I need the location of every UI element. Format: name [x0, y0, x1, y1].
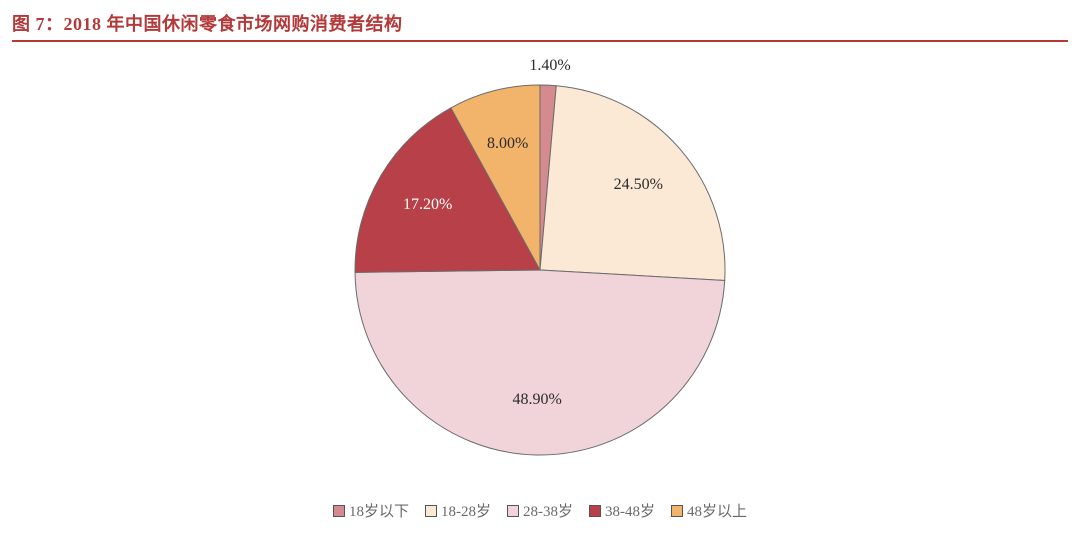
- legend-swatch: [333, 505, 345, 517]
- legend-swatch: [507, 505, 519, 517]
- pie-slice-label: 8.00%: [487, 135, 528, 153]
- legend-swatch: [589, 505, 601, 517]
- legend-swatch: [425, 505, 437, 517]
- legend-label: 28-38岁: [523, 500, 573, 521]
- legend-item: 18-28岁: [425, 500, 491, 521]
- figure: 图 7：2018 年中国休闲零食市场网购消费者结构 1.40% 24.50% 48.…: [0, 0, 1080, 537]
- legend-item: 48岁以上: [671, 500, 747, 521]
- figure-title: 图 7：2018 年中国休闲零食市场网购消费者结构: [12, 10, 403, 36]
- title-bar: 图 7：2018 年中国休闲零食市场网购消费者结构: [12, 6, 1068, 42]
- pie-chart: 1.40% 24.50% 48.90% 17.20% 8.00%: [0, 40, 1080, 490]
- pie-slice-label: 1.40%: [529, 57, 570, 75]
- legend-swatch: [671, 505, 683, 517]
- pie-slice-label: 17.20%: [403, 196, 452, 214]
- pie-slice-label: 24.50%: [614, 176, 663, 194]
- pie-slice: [355, 270, 725, 455]
- legend-label: 38-48岁: [605, 500, 655, 521]
- pie-svg: [0, 40, 1080, 490]
- legend-item: 18岁以下: [333, 500, 409, 521]
- legend-item: 38-48岁: [589, 500, 655, 521]
- legend: 18岁以下 18-28岁 28-38岁 38-48岁 48岁以上: [0, 500, 1080, 521]
- legend-label: 18岁以下: [349, 500, 409, 521]
- legend-label: 18-28岁: [441, 500, 491, 521]
- legend-label: 48岁以上: [687, 500, 747, 521]
- pie-slice-label: 48.90%: [512, 391, 561, 409]
- legend-item: 28-38岁: [507, 500, 573, 521]
